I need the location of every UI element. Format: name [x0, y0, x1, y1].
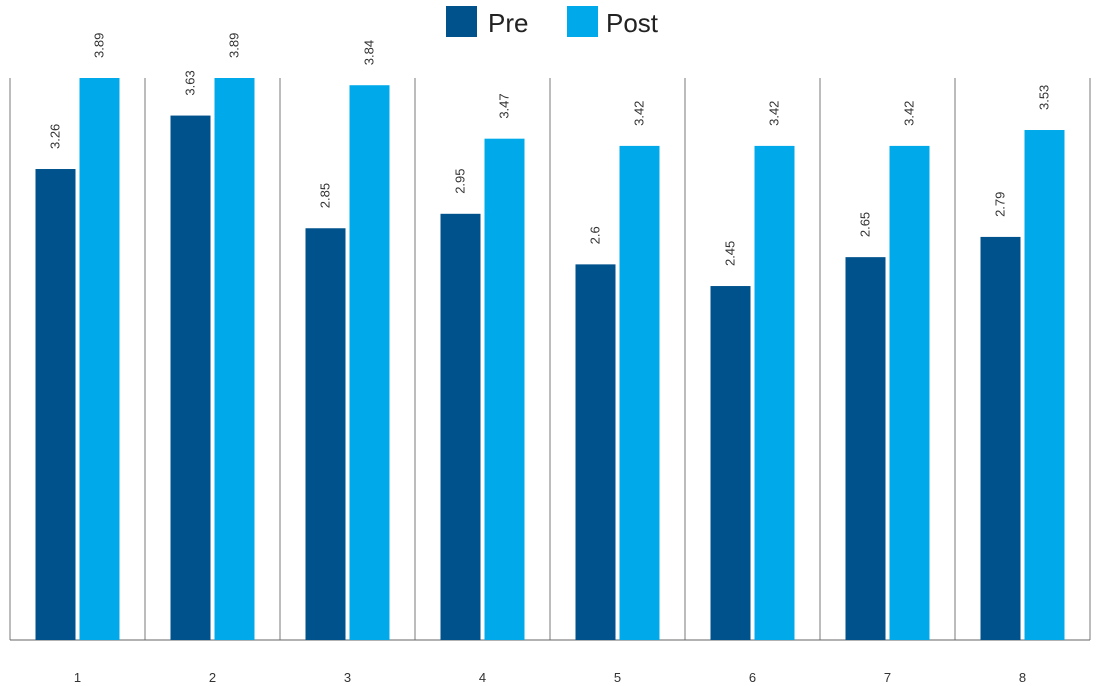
bar-pre-8 — [980, 236, 1021, 641]
value-label-pre-3: 2.85 — [318, 183, 333, 208]
x-tick-labels: 1 2 3 4 5 6 7 8 — [74, 670, 1026, 685]
x-tick-label-4: 4 — [479, 670, 486, 685]
bar-post-4 — [484, 138, 525, 641]
x-tick-label-3: 3 — [344, 670, 351, 685]
x-tick-label-5: 5 — [614, 670, 621, 685]
x-tick-label-7: 7 — [884, 670, 891, 685]
bar-pre-5 — [575, 264, 616, 640]
value-label-pre-5: 2.6 — [588, 226, 603, 244]
value-label-post-4: 3.47 — [497, 93, 512, 118]
x-tick-label-8: 8 — [1019, 670, 1026, 685]
value-label-post-2: 3.89 — [227, 33, 242, 58]
bar-post-2 — [214, 78, 255, 640]
bar-pre-3 — [305, 228, 346, 640]
value-labels-group: 3.26 3.89 3.63 3.89 2.85 3.84 2.95 3.47 2.6 3.42 2… — [48, 33, 1052, 266]
value-label-post-8: 3.53 — [1037, 85, 1052, 110]
bar-post-1 — [79, 78, 120, 640]
value-label-post-5: 3.42 — [632, 101, 647, 126]
value-label-post-7: 3.42 — [902, 101, 917, 126]
value-label-pre-4: 2.95 — [453, 168, 468, 193]
value-label-pre-7: 2.65 — [858, 212, 873, 237]
legend-label-post: Post — [606, 8, 659, 38]
category-separators — [9, 78, 1091, 640]
bar-post-8 — [1024, 130, 1065, 640]
x-tick-label-2: 2 — [209, 670, 216, 685]
bar-post-5 — [619, 145, 660, 640]
bar-pre-2 — [170, 115, 211, 640]
bar-pre-1 — [35, 169, 76, 640]
value-label-post-6: 3.42 — [767, 101, 782, 126]
bar-post-6 — [754, 145, 795, 640]
legend: Pre Post — [446, 6, 659, 38]
value-label-pre-6: 2.45 — [723, 241, 738, 266]
bar-pre-7 — [845, 257, 886, 640]
legend-label-pre: Pre — [488, 8, 528, 38]
x-tick-label-1: 1 — [74, 670, 81, 685]
x-tick-label-6: 6 — [749, 670, 756, 685]
legend-swatch-post — [567, 6, 598, 37]
bar-post-7 — [889, 145, 930, 640]
value-label-pre-8: 2.79 — [993, 192, 1008, 217]
legend-swatch-pre — [446, 6, 477, 37]
bar-post-3 — [349, 85, 390, 641]
value-label-post-3: 3.84 — [362, 40, 377, 65]
value-label-pre-1: 3.26 — [48, 124, 63, 149]
value-label-post-1: 3.89 — [92, 33, 107, 58]
bar-pre-6 — [710, 286, 751, 640]
bar-pre-4 — [440, 213, 481, 640]
bars-group — [35, 78, 1065, 641]
value-label-pre-2: 3.63 — [183, 70, 198, 95]
